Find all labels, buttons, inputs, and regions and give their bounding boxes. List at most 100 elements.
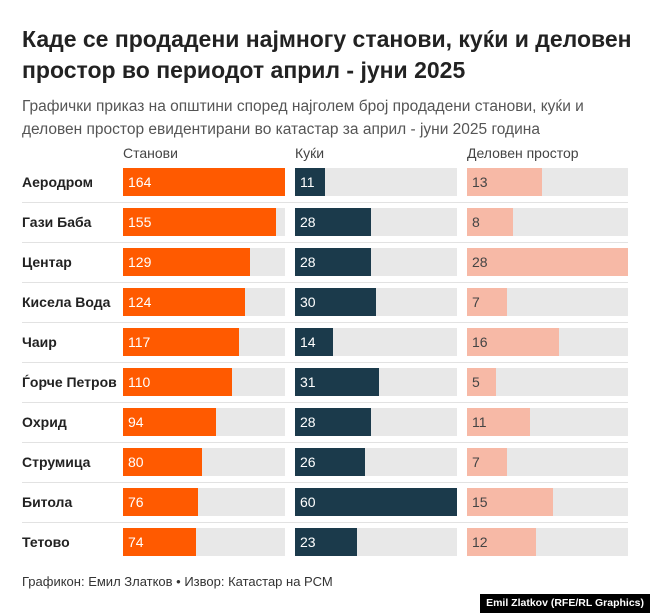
row-divider [22,442,628,443]
bar-delovni [467,368,496,396]
bar-value-label: 11 [472,414,487,430]
bar-track-delovni: 5 [467,368,628,396]
bar-value-label: 8 [472,214,480,230]
bar-stanovi [123,528,197,556]
bar-kuki [295,208,371,236]
bar-value-label: 28 [300,254,316,270]
bar-kuki [295,488,457,516]
category-label: Битола [22,494,73,510]
bar-track-kuki: 31 [295,368,457,396]
bar-value-label: 28 [472,254,488,270]
row-divider [22,322,628,323]
bar-value-label: 74 [128,534,144,550]
bar-track-stanovi: 76 [123,488,285,516]
bar-track-delovni: 11 [467,408,628,436]
bar-track-kuki: 28 [295,248,457,276]
bar-kuki [295,168,325,196]
bar-kuki [295,328,333,356]
bar-value-label: 16 [472,334,488,350]
bar-delovni [467,408,531,436]
row-divider [22,242,628,243]
bar-value-label: 76 [128,494,144,510]
bar-track-stanovi: 110 [123,368,285,396]
bar-track-kuki: 28 [295,408,457,436]
category-label: Гази Баба [22,214,92,230]
bar-track-kuki: 23 [295,528,457,556]
row-divider [22,402,628,403]
chart-title: Каде се продадени најмногу станови, куќи… [22,26,632,83]
bar-value-label: 28 [300,414,316,430]
bar-value-label: 15 [472,494,488,510]
bar-track-stanovi: 94 [123,408,285,436]
bar-value-label: 31 [300,374,316,390]
bar-track-kuki: 14 [295,328,457,356]
bar-value-label: 12 [472,534,488,550]
category-label: Кисела Вода [22,294,111,310]
category-label: Тетово [22,534,70,550]
bar-value-label: 26 [300,454,316,470]
bar-delovni [467,248,628,276]
bar-track-stanovi: 164 [123,168,285,196]
credit-badge: Emil Zlatkov (RFE/RL Graphics) [480,594,650,613]
bar-value-label: 28 [300,214,316,230]
bar-track-delovni: 7 [467,448,628,476]
bar-delovni [467,528,536,556]
bar-stanovi [123,328,239,356]
column-header-kuki: Куќи [295,145,325,161]
bar-value-label: 117 [128,334,151,350]
bar-value-label: 7 [472,454,480,470]
bar-value-label: 129 [128,254,152,270]
bar-value-label: 13 [472,174,488,190]
bar-value-label: 30 [300,294,316,310]
bar-value-label: 164 [128,174,152,190]
bar-track-delovni: 16 [467,328,628,356]
bar-track-kuki: 26 [295,448,457,476]
bar-value-label: 94 [128,414,144,430]
bar-stanovi [123,368,232,396]
bar-kuki [295,528,358,556]
bar-track-kuki: 28 [295,208,457,236]
bar-delovni [467,448,508,476]
bar-track-kuki: 60 [295,488,457,516]
bar-value-label: 11 [300,174,315,190]
bar-value-label: 80 [128,454,144,470]
row-divider [22,362,628,363]
chart-subtitle: Графички приказ на општини според најгол… [22,98,584,138]
bar-stanovi [123,248,251,276]
bar-track-kuki: 11 [295,168,457,196]
bar-stanovi [123,408,216,436]
bar-value-label: 124 [128,294,152,310]
bar-stanovi [123,448,203,476]
row-divider [22,482,628,483]
category-label: Центар [22,254,72,270]
bar-track-stanovi: 80 [123,448,285,476]
category-label: Чаир [22,334,57,350]
category-label: Охрид [22,414,67,430]
bar-stanovi [123,208,277,236]
chart-source: Графикон: Емил Златков • Извор: Катастар… [22,574,333,589]
bar-value-label: 23 [300,534,316,550]
bar-delovni [467,328,559,356]
bar-track-stanovi: 124 [123,288,285,316]
bar-stanovi [123,488,199,516]
bar-value-label: 5 [472,374,480,390]
bar-track-delovni: 28 [467,248,628,276]
bar-kuki [295,288,376,316]
bar-value-label: 14 [300,334,316,350]
bar-track-stanovi: 117 [123,328,285,356]
row-divider [22,282,628,283]
bar-track-delovni: 13 [467,168,628,196]
category-label: Ѓорче Петров [22,374,117,390]
bar-value-label: 155 [128,214,152,230]
bar-value-label: 60 [300,494,316,510]
row-divider [22,202,628,203]
bar-delovni [467,488,554,516]
bar-kuki [295,368,379,396]
bar-track-delovni: 7 [467,288,628,316]
category-label: Струмица [22,454,91,470]
bar-track-kuki: 30 [295,288,457,316]
bar-delovni [467,288,508,316]
column-header-delovni: Деловен простор [467,145,579,161]
bar-value-label: 7 [472,294,480,310]
bar-track-stanovi: 155 [123,208,285,236]
